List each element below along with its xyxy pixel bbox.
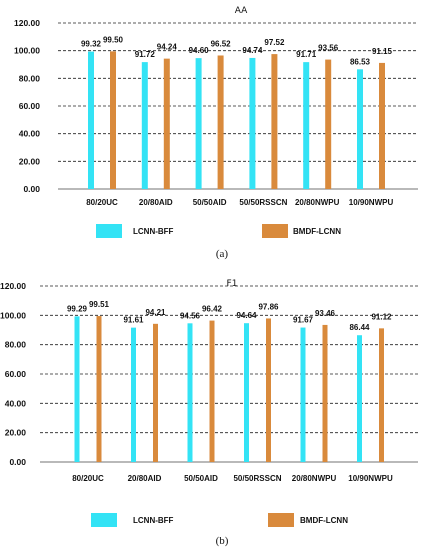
data-label: 86.53 — [350, 57, 371, 66]
data-label: 94.60 — [189, 46, 210, 55]
bar-bmdf-lcnn — [209, 320, 215, 462]
legend-label: LCNN-BFF — [133, 227, 174, 236]
bar-lcnn-bff — [195, 58, 202, 190]
category-label: 50/50AID — [184, 474, 218, 483]
data-label: 93.46 — [315, 309, 336, 318]
y-tick-label: 100.00 — [0, 310, 26, 320]
y-tick-label: 80.00 — [19, 73, 41, 83]
data-label: 96.52 — [211, 39, 232, 48]
category-label: 80/20UC — [86, 198, 118, 207]
category-label: 20/80NWPU — [292, 474, 337, 483]
figure-caption: (a) — [216, 248, 229, 260]
category-label: 10/90NWPU — [348, 474, 393, 483]
chart-panel-a: AA 0.00 20.00 40.00 60.00 80.00 100.00 120.00 99… — [14, 6, 418, 260]
chart-title: AA — [235, 6, 248, 16]
bar-bmdf-lcnn — [325, 59, 332, 189]
bar-bmdf-lcnn — [322, 324, 328, 462]
data-label: 99.32 — [81, 40, 102, 49]
y-tick-label: 40.00 — [19, 129, 41, 139]
bar-bmdf-lcnn — [271, 54, 278, 189]
bar-lcnn-bff — [131, 327, 136, 462]
bar-lcnn-bff — [249, 57, 256, 190]
data-label: 99.50 — [103, 35, 124, 44]
bar-bmdf-lcnn — [153, 323, 158, 462]
data-label: 86.44 — [349, 323, 370, 332]
data-label: 97.52 — [264, 38, 285, 47]
data-label: 91.12 — [371, 312, 392, 321]
chart-title: F1 — [227, 279, 238, 289]
data-label: 94.21 — [145, 308, 166, 317]
y-tick-label: 20.00 — [5, 428, 27, 438]
category-label: 50/50AID — [193, 198, 227, 207]
bar-bmdf-lcnn — [163, 58, 170, 189]
legend: LCNN-BFF BMDF-LCNN — [96, 224, 341, 238]
bar-lcnn-bff — [74, 316, 80, 462]
bar-bmdf-lcnn — [379, 62, 385, 190]
data-label: 94.74 — [242, 46, 263, 55]
y-tick-label: 60.00 — [19, 101, 41, 111]
y-tick-label: 100.00 — [14, 46, 40, 56]
chart-panel-b: F1 0.00 20.00 40.00 60.00 80.00 100.00 120.00 99… — [0, 279, 418, 547]
data-label: 99.51 — [89, 300, 110, 309]
data-label: 91.61 — [123, 316, 144, 325]
bar-bmdf-lcnn — [379, 328, 384, 462]
bar-lcnn-bff — [300, 327, 306, 462]
y-tick-label: 120.00 — [0, 281, 26, 291]
legend-swatch-lcnn-bff — [96, 224, 122, 238]
y-tick-label: 40.00 — [5, 398, 27, 408]
y-tick-label: 0.00 — [23, 184, 40, 194]
category-label: 20/80AID — [139, 198, 173, 207]
y-tick-label: 0.00 — [9, 457, 26, 467]
data-label: 96.42 — [202, 305, 223, 314]
legend-swatch-lcnn-bff — [91, 513, 117, 527]
bar-lcnn-bff — [187, 323, 193, 462]
category-label: 20/80AID — [128, 474, 162, 483]
data-label: 91.67 — [293, 316, 314, 325]
bar-bmdf-lcnn — [96, 316, 102, 462]
legend-label: BMDF-LCNN — [293, 227, 341, 236]
y-tick-label: 60.00 — [5, 369, 27, 379]
bar-bmdf-lcnn — [110, 51, 116, 189]
bar-lcnn-bff — [88, 51, 94, 190]
category-label: 80/20UC — [72, 474, 104, 483]
category-label: 50/50RSSCN — [233, 474, 281, 483]
data-label: 93.56 — [318, 44, 339, 53]
data-label: 91.72 — [135, 50, 156, 59]
bar-lcnn-bff — [141, 62, 148, 189]
legend-label: LCNN-BFF — [133, 516, 174, 525]
category-label: 50/50RSSCN — [239, 198, 287, 207]
y-tick-label: 20.00 — [19, 156, 41, 166]
data-label: 91.15 — [372, 47, 393, 56]
data-label: 94.64 — [236, 311, 257, 320]
legend: LCNN-BFF BMDF-LCNN — [91, 513, 348, 527]
category-label: 20/80NWPU — [295, 198, 340, 207]
data-label: 97.86 — [258, 302, 279, 311]
category-label: 10/90NWPU — [349, 198, 394, 207]
bar-bmdf-lcnn — [217, 55, 224, 189]
data-label: 94.56 — [180, 311, 201, 320]
bar-bmdf-lcnn — [266, 318, 271, 462]
bar-lcnn-bff — [303, 62, 310, 189]
bar-lcnn-bff — [244, 323, 249, 462]
data-label: 99.29 — [67, 304, 88, 313]
legend-swatch-bmdf-lcnn — [262, 224, 288, 238]
legend-label: BMDF-LCNN — [300, 516, 348, 525]
data-label: 94.24 — [157, 43, 178, 52]
figure-caption: (b) — [216, 535, 229, 547]
bar-lcnn-bff — [357, 335, 362, 462]
y-tick-label: 120.00 — [14, 18, 40, 28]
legend-swatch-bmdf-lcnn — [268, 513, 294, 527]
y-tick-label: 80.00 — [5, 340, 27, 350]
data-label: 91.71 — [296, 50, 317, 59]
bar-lcnn-bff — [357, 69, 363, 189]
